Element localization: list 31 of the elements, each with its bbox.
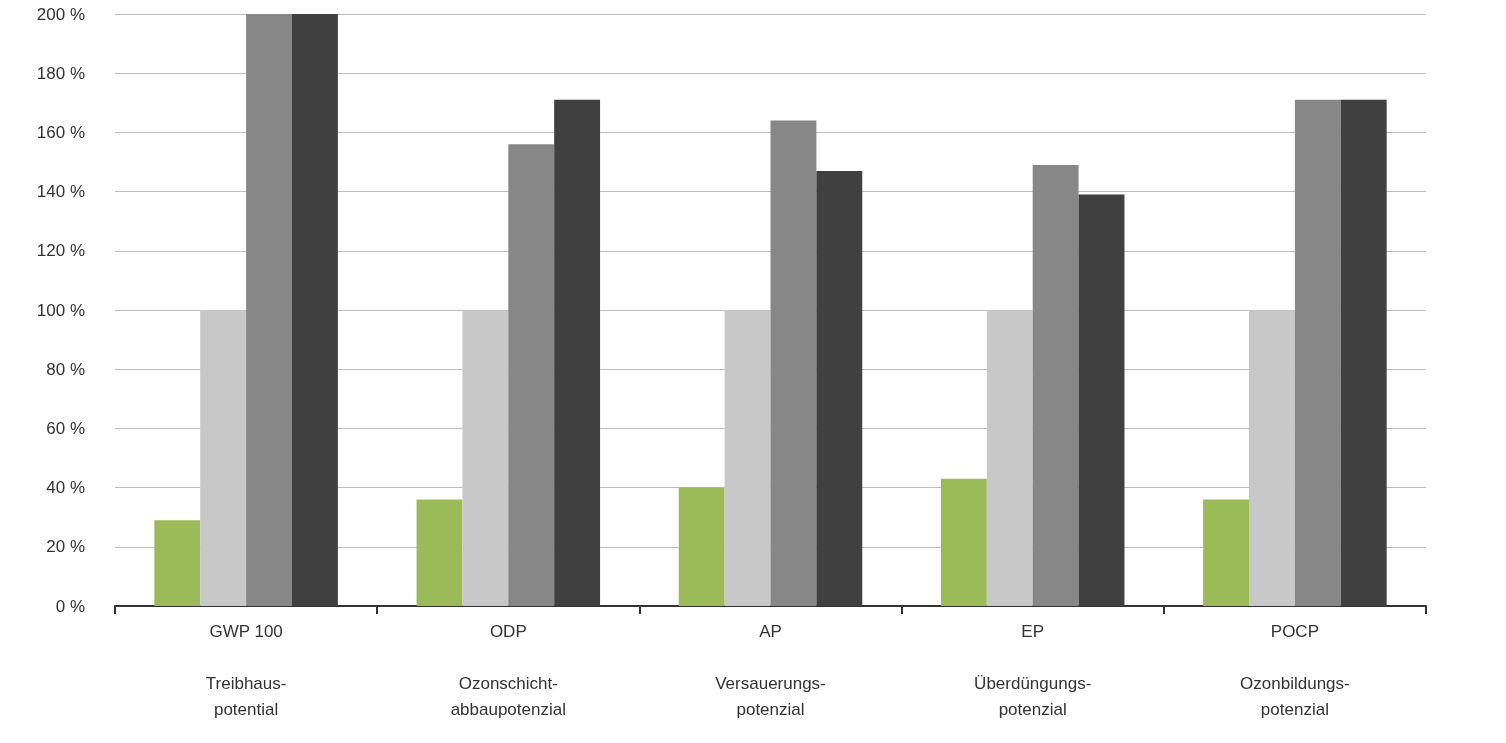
bar	[246, 14, 292, 606]
bar	[154, 520, 201, 606]
bar	[1203, 499, 1250, 606]
bar	[1340, 99, 1387, 606]
bar	[940, 478, 987, 606]
y-tick-label: 20 %	[46, 537, 85, 557]
y-tick-label: 0 %	[55, 596, 85, 616]
y-tick-label: 160 %	[36, 122, 85, 142]
y-tick-label: 80 %	[46, 359, 85, 379]
y-tick-label: 40 %	[46, 478, 85, 498]
category-label: POCP Ozonbildungs- potenzial	[1240, 621, 1350, 719]
bar	[416, 499, 463, 606]
bar	[816, 170, 863, 606]
bar	[291, 14, 338, 606]
y-tick-label: 100 %	[36, 300, 85, 320]
bar	[678, 487, 725, 606]
category-label: AP Versauerungs- potenzial	[715, 621, 826, 719]
bar	[1032, 164, 1079, 606]
y-tick-label: 60 %	[46, 418, 85, 438]
y-tick-label: 120 %	[36, 241, 85, 261]
bar	[1294, 99, 1341, 606]
category-label: GWP 100 Treibhaus- potential	[205, 621, 287, 719]
bar	[554, 99, 601, 606]
bar	[1078, 194, 1125, 606]
category-label: EP Überdüngungs- potenzial	[974, 621, 1092, 719]
bar	[770, 120, 817, 606]
y-tick-label: 140 %	[36, 182, 85, 202]
y-tick-label: 200 %	[36, 4, 85, 24]
bar	[508, 144, 555, 606]
category-label: ODP Ozonschicht- abbaupotenzial	[450, 621, 566, 719]
y-tick-label: 180 %	[36, 63, 85, 83]
